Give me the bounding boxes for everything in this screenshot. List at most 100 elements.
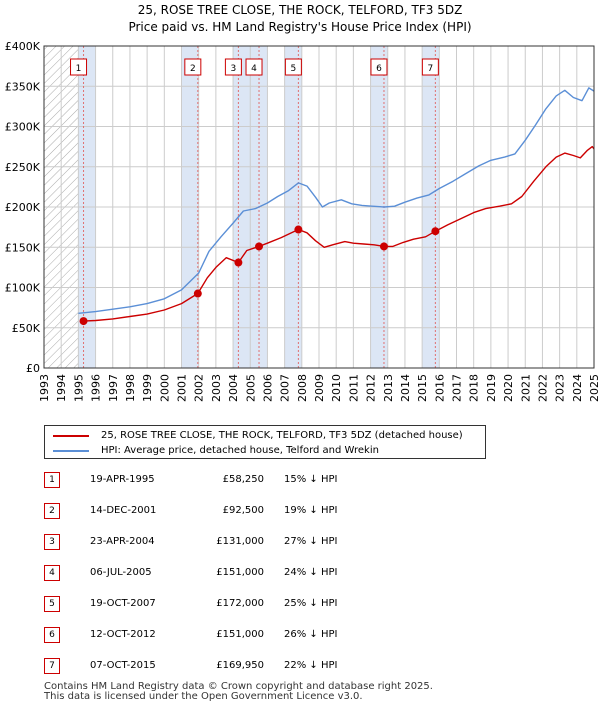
x-tick-label: 2014: [399, 374, 412, 402]
sale-label-box: [370, 58, 388, 76]
sale-hpi-diff: 25% ↓ HPI: [284, 598, 338, 609]
legend: 25, ROSE TREE CLOSE, THE ROCK, TELFORD, …: [44, 425, 486, 459]
footer-licence: This data is licensed under the Open Gov…: [44, 691, 363, 702]
sale-hpi-diff: 27% ↓ HPI: [284, 536, 338, 547]
x-tick-label: 2001: [176, 374, 189, 402]
x-tick-label: 2002: [193, 374, 206, 402]
x-tick-label: 1994: [55, 374, 68, 402]
price-paid-line: [83, 145, 595, 322]
sale-point-7: [431, 227, 440, 236]
sale-hpi-diff: 26% ↓ HPI: [284, 629, 338, 640]
sale-hpi-diff: 15% ↓ HPI: [284, 474, 338, 485]
sale-price: £172,000: [216, 598, 264, 609]
legend-label-hpi: HPI: Average price, detached house, Telf…: [101, 445, 379, 456]
sale-price: £151,000: [216, 629, 264, 640]
x-tick-label: 2011: [347, 374, 360, 402]
x-tick-label: 2024: [571, 374, 584, 402]
sale-label-5: 5: [284, 58, 302, 76]
y-tick-label: £150K: [5, 241, 41, 254]
y-tick-label: £350K: [5, 80, 41, 93]
y-tick-label: £0: [26, 362, 40, 375]
x-tick-label: 1998: [124, 374, 137, 402]
chart-title-line1: 25, ROSE TREE CLOSE, THE ROCK, TELFORD, …: [137, 3, 463, 17]
sale-label-3: 3: [224, 58, 242, 76]
sale-price: £92,500: [222, 505, 264, 516]
x-tick-label: 1997: [107, 374, 120, 402]
sale-label-text: 6: [376, 64, 382, 74]
plot-frame: [43, 45, 595, 369]
table-row: 2 14-DEC-2001 £92,500 19% ↓ HPI: [44, 501, 384, 521]
sale-label-text: 4: [251, 64, 257, 74]
sale-number-badge: 1: [44, 472, 60, 488]
y-tick-label: £50K: [12, 322, 41, 335]
sale-label-4: 4: [245, 58, 263, 76]
footer: Contains HM Land Registry data © Crown c…: [44, 682, 433, 702]
sale-price: £169,950: [216, 660, 264, 671]
x-tick-label: 2015: [416, 374, 429, 402]
legend-swatch-price-paid: [53, 435, 89, 437]
x-tick-label: 2005: [244, 374, 257, 402]
x-tick-label: 1999: [141, 374, 154, 402]
sale-date: 19-OCT-2007: [90, 598, 156, 609]
table-row: 1 19-APR-1995 £58,250 15% ↓ HPI: [44, 470, 384, 490]
sale-hpi-diff: 19% ↓ HPI: [284, 505, 338, 516]
y-tick-label: £200K: [5, 201, 41, 214]
legend-swatch-hpi: [53, 450, 89, 452]
sale-label-box: [284, 58, 302, 76]
hpi-line: [78, 87, 595, 314]
sale-point-4: [255, 242, 264, 251]
x-tick-label: 2021: [519, 374, 532, 402]
x-tick-label: 2003: [210, 374, 223, 402]
table-row: 6 12-OCT-2012 £151,000 26% ↓ HPI: [44, 625, 384, 645]
x-tick-label: 2009: [313, 374, 326, 402]
table-row: 3 23-APR-2004 £131,000 27% ↓ HPI: [44, 532, 384, 552]
sale-number-badge: 3: [44, 534, 60, 550]
x-tick-label: 2019: [485, 374, 498, 402]
x-tick-label: 2025: [588, 374, 600, 402]
sale-label-box: [245, 58, 263, 76]
sale-label-7: 7: [421, 58, 439, 76]
sale-date: 06-JUL-2005: [90, 567, 152, 578]
x-tick-label: 2008: [296, 374, 309, 402]
legend-label-price-paid: 25, ROSE TREE CLOSE, THE ROCK, TELFORD, …: [101, 430, 463, 441]
sale-number-badge: 6: [44, 627, 60, 643]
sale-date: 23-APR-2004: [90, 536, 155, 547]
sale-label-box: [224, 58, 242, 76]
x-tick-label: 2013: [382, 374, 395, 402]
x-tick-label: 1996: [90, 374, 103, 402]
table-row: 5 19-OCT-2007 £172,000 25% ↓ HPI: [44, 594, 384, 614]
sale-label-text: 1: [76, 64, 82, 74]
footer-copyright: Contains HM Land Registry data © Crown c…: [44, 681, 433, 692]
sale-label-text: 7: [427, 64, 433, 74]
sale-number-badge: 2: [44, 503, 60, 519]
x-tick-label: 2006: [261, 374, 274, 402]
x-tick-label: 2012: [365, 374, 378, 402]
y-tick-label: £250K: [5, 161, 41, 174]
x-tick-label: 2017: [451, 374, 464, 402]
sale-point-3: [234, 258, 243, 267]
x-tick-label: 2010: [330, 374, 343, 402]
sale-hpi-diff: 22% ↓ HPI: [284, 660, 338, 671]
y-tick-label: £300K: [5, 121, 41, 134]
chart-title-line2: Price paid vs. HM Land Registry's House …: [128, 20, 472, 34]
sale-label-text: 5: [291, 64, 297, 74]
sale-price: £58,250: [222, 474, 264, 485]
sale-hpi-diff: 24% ↓ HPI: [284, 567, 338, 578]
table-row: 4 06-JUL-2005 £151,000 24% ↓ HPI: [44, 563, 384, 583]
x-tick-label: 2007: [279, 374, 292, 402]
sale-label-box: [421, 58, 439, 76]
sale-label-6: 6: [370, 58, 388, 76]
sale-number-badge: 7: [44, 658, 60, 674]
chart-title: 25, ROSE TREE CLOSE, THE ROCK, TELFORD, …: [0, 2, 600, 36]
x-tick-label: 2000: [158, 374, 171, 402]
sale-date: 12-OCT-2012: [90, 629, 156, 640]
sale-date: 14-DEC-2001: [90, 505, 157, 516]
x-tick-label: 2018: [468, 374, 481, 402]
sale-price: £131,000: [216, 536, 264, 547]
sale-number-badge: 4: [44, 565, 60, 581]
sale-point-6: [379, 242, 388, 251]
sale-label-2: 2: [184, 58, 202, 76]
sale-label-text: 2: [190, 64, 196, 74]
x-tick-label: 1993: [38, 374, 51, 402]
sale-date: 19-APR-1995: [90, 474, 155, 485]
